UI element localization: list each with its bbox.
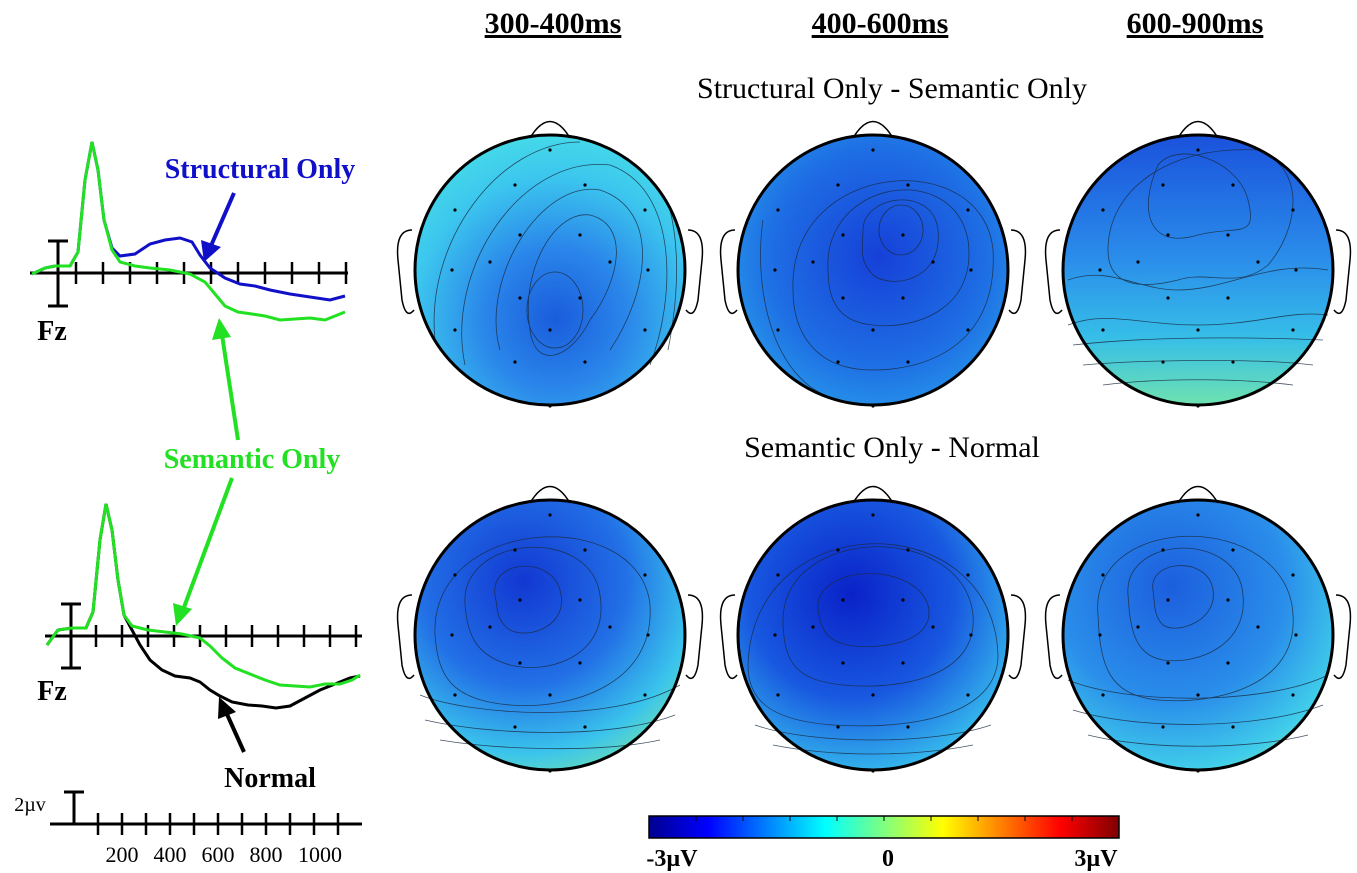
colorbar-max-label: 3µV <box>1074 846 1118 872</box>
erp-plot-bottom: Fz <box>37 503 362 710</box>
row-title-2: Semantic Only - Normal <box>744 431 1040 464</box>
colorbar: -3µV 0 3µV <box>646 815 1120 872</box>
colorbar-min-label: -3µV <box>646 846 698 872</box>
topomap-r2-c1 <box>396 485 704 773</box>
semantic-arrow-down <box>173 477 234 626</box>
semantic-arrow-up <box>212 318 240 441</box>
topomap-r1-c2 <box>719 120 1027 408</box>
structural-arrow <box>201 192 236 262</box>
x-tick-200: 200 <box>106 842 139 867</box>
semantic-only-label: Semantic Only <box>164 444 341 475</box>
topomap-r1-c1 <box>396 120 704 408</box>
column-header-1: 300-400ms <box>485 7 622 40</box>
erp-top-electrode-label: Fz <box>37 316 67 347</box>
x-tick-1000: 1000 <box>298 842 342 867</box>
erp-bottom-electrode-label: Fz <box>37 676 67 707</box>
column-header-3: 600-900ms <box>1127 7 1264 40</box>
amplitude-scale-label: 2µv <box>14 794 46 816</box>
topomap-r2-c3 <box>1044 485 1352 773</box>
x-tick-400: 400 <box>154 842 187 867</box>
row-title-1: Structural Only - Semantic Only <box>697 72 1087 105</box>
time-scale-axis: 2µv 200 400 600 800 1000 <box>14 790 362 867</box>
topomap-r1-c3 <box>1044 120 1352 408</box>
colorbar-mid-label: 0 <box>882 846 894 872</box>
erp-plot-top: Fz <box>30 141 348 347</box>
x-tick-800: 800 <box>250 842 283 867</box>
normal-arrow <box>218 697 246 753</box>
topomap-r2-c2 <box>719 485 1027 773</box>
normal-label: Normal <box>224 763 316 794</box>
semantic-only-wave-bottom <box>45 503 361 689</box>
x-tick-600: 600 <box>202 842 235 867</box>
column-header-2: 400-600ms <box>812 7 949 40</box>
erp-top-ticks <box>74 262 348 284</box>
structural-only-label: Structural Only <box>165 154 356 185</box>
semantic-only-wave-top <box>31 141 346 322</box>
